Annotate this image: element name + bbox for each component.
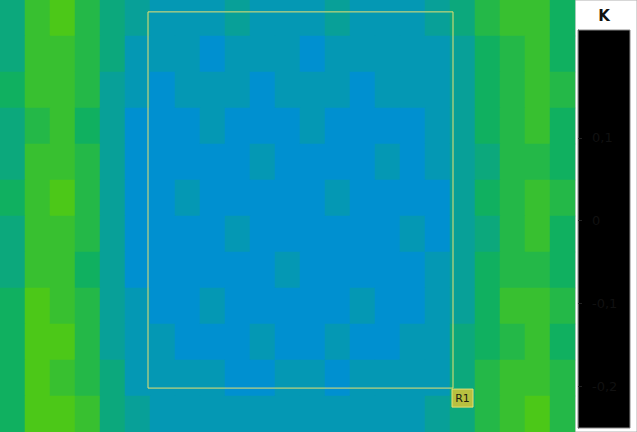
svg-text:K: K [598,7,611,25]
svg-text:-0,2: -0,2 [592,379,617,394]
svg-text:-0,1: -0,1 [592,296,617,311]
svg-text:0,1: 0,1 [592,130,613,145]
svg-text:R1: R1 [455,392,470,405]
svg-text:0: 0 [592,213,600,228]
